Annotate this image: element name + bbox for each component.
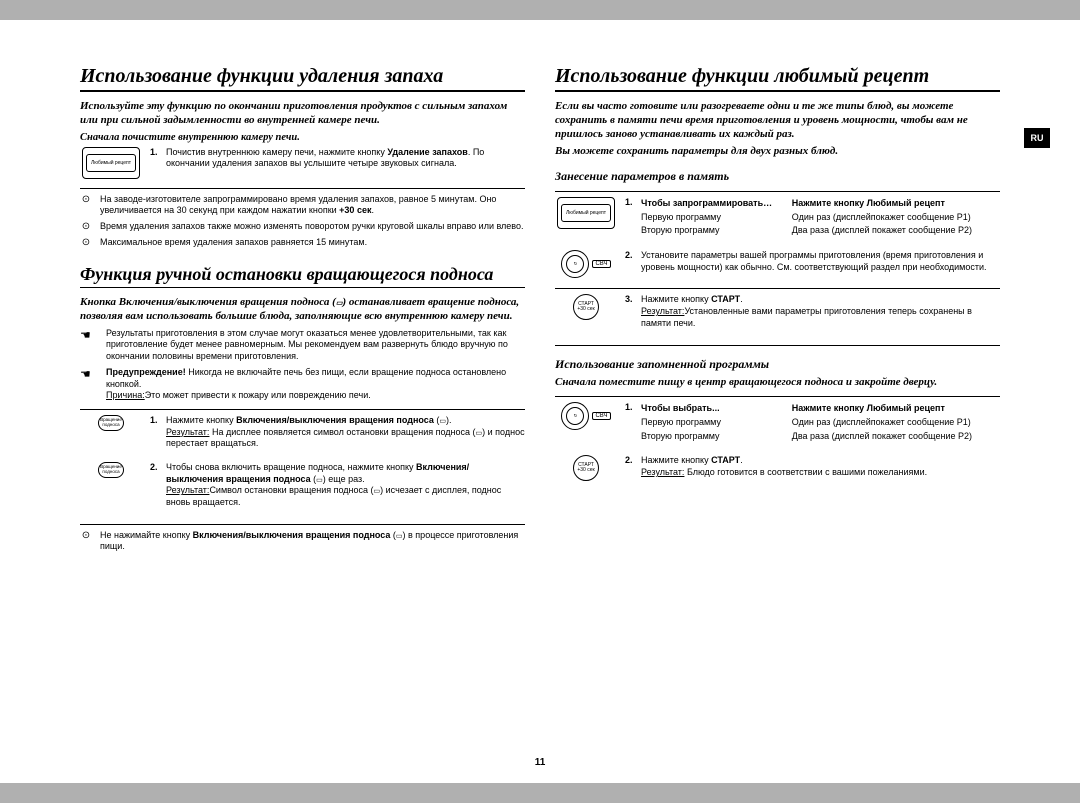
left-column: Использование функции удаления запаха Ис… bbox=[80, 65, 525, 753]
button-icon-cell: Вращение подноса bbox=[80, 415, 142, 456]
dial-inner: ↻ bbox=[566, 255, 584, 273]
dial-icon-cell: ↻ СВЧ bbox=[555, 250, 617, 279]
turntable-step-2: Чтобы снова включить вращение подноса, н… bbox=[150, 462, 525, 509]
deodor-step-1: Почистив внутреннюю камеру печи, нажмите… bbox=[150, 147, 525, 170]
table-row: Вторую программу Два раза (дисплей покаж… bbox=[641, 224, 1000, 238]
button-icon-cell: Вращение подноса bbox=[80, 462, 142, 515]
start-button-icon: СТАРТ +30 сек bbox=[573, 294, 599, 320]
use-step-2: Нажмите кнопку СТАРТ. Результат: Блюдо г… bbox=[625, 455, 1000, 478]
dial-icon: ↻ bbox=[561, 250, 589, 278]
start-button-cell: СТАРТ +30 сек bbox=[555, 294, 617, 335]
display-icon: Любимый рецепт bbox=[557, 197, 615, 229]
dial-icon-cell: ↻ СВЧ bbox=[555, 402, 617, 449]
start-button-icon: СТАРТ +30 сек bbox=[573, 455, 599, 481]
deodor-step-text: Почистив внутреннюю камеру печи, нажмите… bbox=[150, 147, 525, 179]
bullet-2: ⊙ Время удаления запахов также можно изм… bbox=[80, 221, 525, 233]
bullet-icon: ⊙ bbox=[80, 530, 92, 541]
bullet-icon: ⊙ bbox=[80, 237, 92, 248]
turntable-step1-row: Вращение подноса Нажмите кнопку Включени… bbox=[80, 415, 525, 456]
store-step1-row: Любимый рецепт Чтобы запрограммировать… … bbox=[555, 197, 1000, 244]
footnote: ⊙ Не нажимайте кнопку Включения/выключен… bbox=[80, 530, 525, 553]
table-header: Нажмите кнопку Любимый рецепт bbox=[792, 402, 1000, 416]
use-step1-row: ↻ СВЧ Чтобы выбрать... Нажмите кнопку Лю… bbox=[555, 402, 1000, 449]
select-table: Чтобы выбрать... Нажмите кнопку Любимый … bbox=[641, 402, 1000, 443]
manual-page: RU 11 Использование функции удаления зап… bbox=[0, 20, 1080, 783]
use-step-1: Чтобы выбрать... Нажмите кнопку Любимый … bbox=[625, 402, 1000, 443]
store-step-3: Нажмите кнопку СТАРТ. Результат:Установл… bbox=[625, 294, 1000, 329]
deodor-step-row: Любимый рецепт Почистив внутреннюю камер… bbox=[80, 147, 525, 179]
display-icon: Любимый рецепт bbox=[82, 147, 140, 179]
svch-label: СВЧ bbox=[592, 260, 610, 268]
subheading-use: Использование запомненной программы bbox=[555, 357, 1000, 372]
hand-icon: ☚ bbox=[80, 367, 98, 381]
turntable-step2-row: Вращение подноса Чтобы снова включить вр… bbox=[80, 462, 525, 515]
use-intro: Сначала поместите пищу в центр вращающег… bbox=[555, 376, 1000, 390]
table-header: Чтобы запрограммировать… bbox=[641, 197, 792, 211]
dial-icon: ↻ bbox=[561, 402, 589, 430]
language-tab: RU bbox=[1024, 128, 1050, 148]
display-inner-label: Любимый рецепт bbox=[561, 204, 611, 222]
turntable-step-1: Нажмите кнопку Включения/выключения вращ… bbox=[150, 415, 525, 450]
left-precondition: Сначала почистите внутреннюю камеру печи… bbox=[80, 132, 525, 143]
display-icon-cell: Любимый рецепт bbox=[555, 197, 617, 244]
table-row: Первую программу Один раз (дисплейпокаже… bbox=[641, 416, 1000, 430]
svch-label: СВЧ bbox=[592, 412, 610, 420]
turntable-button-icon: Вращение подноса bbox=[98, 462, 124, 478]
left-heading-1: Использование функции удаления запаха bbox=[80, 65, 525, 92]
program-table: Чтобы запрограммировать… Нажмите кнопку … bbox=[641, 197, 1000, 238]
store-step-2: Установите параметры вашей программы при… bbox=[625, 250, 1000, 273]
table-row: Вторую программу Два раза (дисплей покаж… bbox=[641, 430, 1000, 444]
use-step2-row: СТАРТ +30 сек Нажмите кнопку СТАРТ. Резу… bbox=[555, 455, 1000, 484]
display-inner-label: Любимый рецепт bbox=[86, 154, 136, 172]
dial-inner: ↻ bbox=[566, 407, 584, 425]
start-button-cell: СТАРТ +30 сек bbox=[555, 455, 617, 484]
turntable-intro: Кнопка Включения/выключения вращения под… bbox=[80, 296, 525, 324]
store-step-1: Чтобы запрограммировать… Нажмите кнопку … bbox=[625, 197, 1000, 238]
subheading-store: Занесение параметров в память bbox=[555, 169, 1000, 184]
hand-note-2: ☚ Предупреждение! Никогда не включайте п… bbox=[80, 367, 525, 402]
turntable-button-icon: Вращение подноса bbox=[98, 415, 124, 431]
right-heading-1: Использование функции любимый рецепт bbox=[555, 65, 1000, 92]
left-intro: Используйте эту функцию по окончании при… bbox=[80, 100, 525, 128]
bullet-1: ⊙ На заводе-изготовителе запрограммирова… bbox=[80, 194, 525, 217]
store-step3-row: СТАРТ +30 сек Нажмите кнопку СТАРТ. Резу… bbox=[555, 294, 1000, 335]
right-intro-2: Вы можете сохранить параметры для двух р… bbox=[555, 145, 1000, 159]
hand-note-1: ☚ Результаты приготовления в этом случае… bbox=[80, 328, 525, 363]
bullet-3: ⊙ Максимальное время удаления запахов ра… bbox=[80, 237, 525, 249]
store-step2-row: ↻ СВЧ Установите параметры вашей програм… bbox=[555, 250, 1000, 279]
bullet-icon: ⊙ bbox=[80, 221, 92, 232]
bullet-icon: ⊙ bbox=[80, 194, 92, 205]
right-column: Использование функции любимый рецепт Есл… bbox=[555, 65, 1000, 753]
left-heading-2: Функция ручной остановки вращающегося по… bbox=[80, 264, 525, 288]
hand-icon: ☚ bbox=[80, 328, 98, 342]
table-header: Нажмите кнопку Любимый рецепт bbox=[792, 197, 1000, 211]
right-intro: Если вы часто готовите или разогреваете … bbox=[555, 100, 1000, 141]
table-header: Чтобы выбрать... bbox=[641, 402, 792, 416]
display-icon-cell: Любимый рецепт bbox=[80, 147, 142, 179]
table-row: Первую программу Один раз (дисплейпокаже… bbox=[641, 211, 1000, 225]
